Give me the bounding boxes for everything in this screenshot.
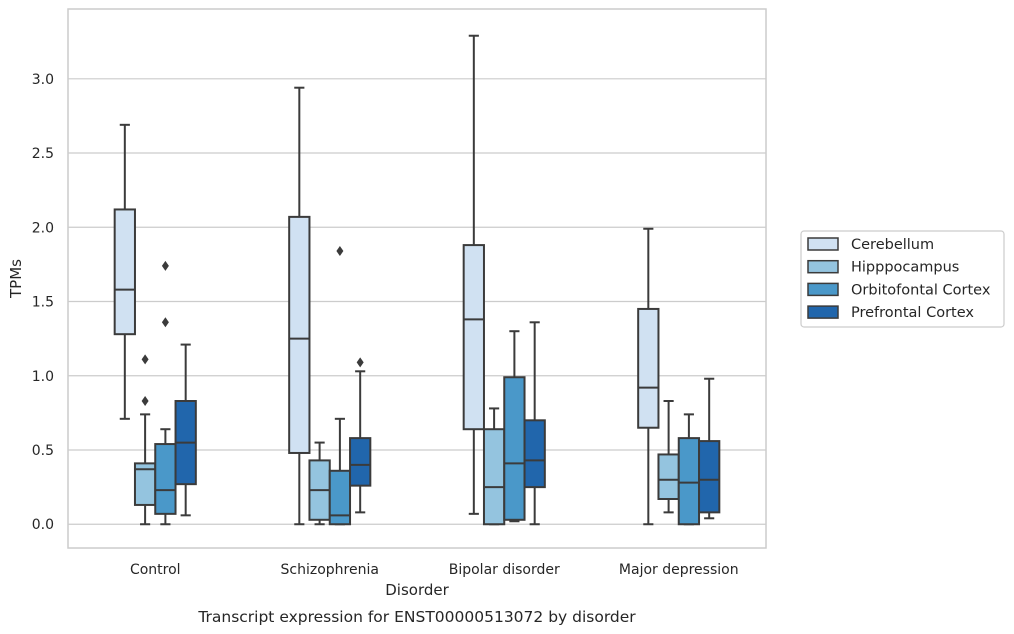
iqr-box <box>349 437 372 487</box>
y-tick-label: 0.5 <box>32 443 54 459</box>
outlier-point <box>161 317 169 328</box>
box-hipppocampus <box>657 400 680 514</box>
y-tick-label: 0.0 <box>32 517 54 533</box>
legend-label: Hipppocampus <box>851 260 959 276</box>
iqr-box <box>677 437 701 526</box>
box-cerebellum <box>113 123 136 420</box>
y-tick-label: 1.5 <box>32 295 54 311</box>
outlier-point <box>141 396 149 406</box>
y-axis-label: TPMs <box>7 259 25 299</box>
plot-frame <box>67 8 767 549</box>
legend-swatch <box>807 305 839 319</box>
iqr-box <box>657 453 680 501</box>
chart-caption: Transcript expression for ENST0000051307… <box>197 608 636 626</box>
iqr-box <box>113 208 136 336</box>
iqr-box <box>637 307 660 429</box>
legend-frame <box>800 230 1005 328</box>
iqr-box <box>154 443 177 515</box>
legend-swatch <box>807 259 839 274</box>
iqr-box <box>698 440 721 514</box>
y-tick-label: 3.0 <box>32 72 54 88</box>
iqr-box <box>482 428 506 526</box>
x-tick-label: Bipolar disorder <box>449 562 560 578</box>
y-tick-label: 2.0 <box>32 220 54 236</box>
box-prefrontal-cortex <box>698 377 721 520</box>
y-ticks: 0.0 0.5 1.0 1.5 2.0 2.5 3.0 <box>32 72 54 533</box>
x-axis-label: Disorder <box>385 581 449 599</box>
box-cerebellum <box>462 34 485 515</box>
box-prefrontal-cortex <box>523 321 546 526</box>
iqr-box <box>523 419 546 489</box>
box-orbitofontal-cortex <box>503 330 526 523</box>
boxes <box>113 34 721 526</box>
box-prefrontal-cortex <box>349 357 372 514</box>
box-prefrontal-cortex <box>174 343 197 517</box>
box-cerebellum <box>637 227 660 526</box>
iqr-box <box>328 469 352 526</box>
iqr-box <box>503 376 526 521</box>
outlier-point <box>161 260 169 271</box>
outlier-point <box>336 246 344 257</box>
outlier-point <box>141 354 149 365</box>
y-tick-label: 1.0 <box>32 369 54 385</box>
x-tick-label: Control <box>130 562 181 578</box>
box-hipppocampus <box>482 407 506 526</box>
box-hipppocampus <box>133 354 157 526</box>
x-ticks: Control Schizophrenia Bipolar disorder Majo… <box>130 562 739 578</box>
iqr-box <box>288 215 311 454</box>
legend-swatch <box>807 282 839 297</box>
iqr-box <box>462 244 485 431</box>
outlier-point <box>356 357 364 368</box>
legend-label: Orbitofontal Cortex <box>851 282 991 298</box>
box-orbitofontal-cortex <box>328 246 352 526</box>
legend-label: Prefrontal Cortex <box>851 305 974 321</box>
legend-swatch <box>807 237 839 251</box>
legend-label: Cerebellum <box>851 237 934 253</box>
x-tick-label: Major depression <box>619 562 739 578</box>
legend: Cerebellum Hipppocampus Orbitofontal Corte… <box>800 230 1005 328</box>
box-cerebellum <box>288 86 311 526</box>
y-tick-label: 2.5 <box>32 146 54 162</box>
x-tick-label: Schizophrenia <box>281 562 379 578</box>
